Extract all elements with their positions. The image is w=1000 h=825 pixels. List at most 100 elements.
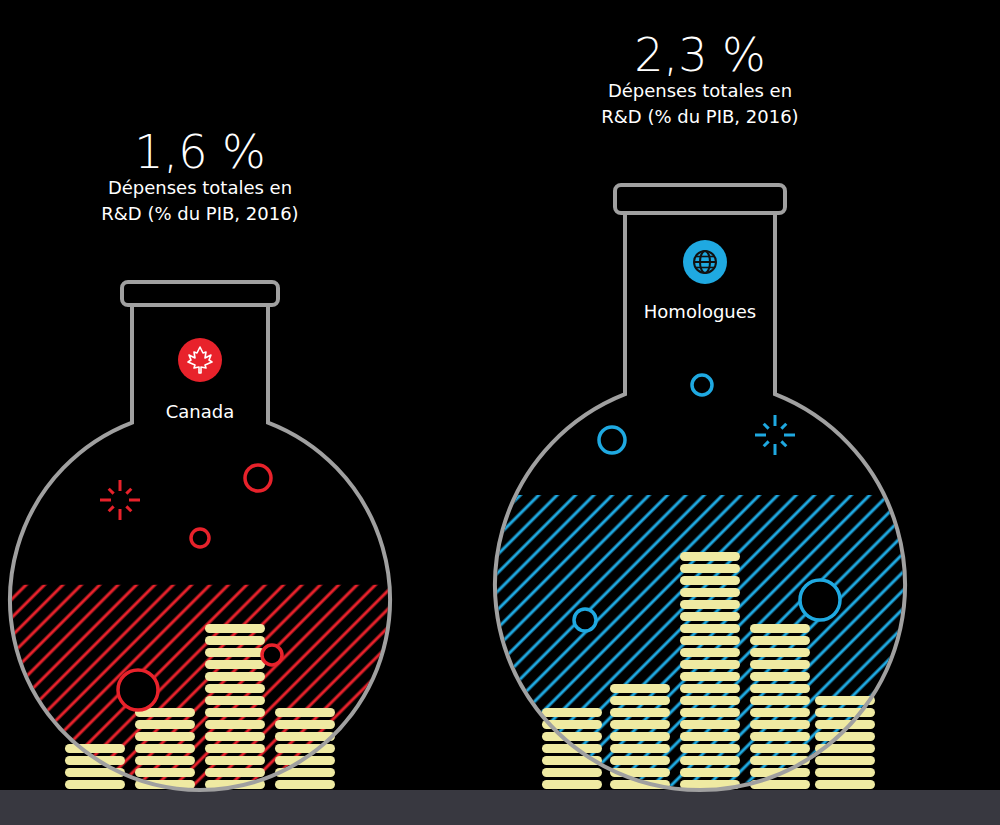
bubble xyxy=(800,580,840,620)
bubble xyxy=(245,465,271,491)
coin xyxy=(680,648,740,657)
subtitle: Dépenses totales enR&D (% du PIB, 2016) xyxy=(101,177,298,224)
coin xyxy=(610,756,670,765)
coin xyxy=(750,648,810,657)
bubble xyxy=(692,375,712,395)
liquid xyxy=(495,495,905,790)
coin xyxy=(65,780,125,789)
coin xyxy=(205,696,265,705)
icon xyxy=(178,338,222,382)
sparkle-ray xyxy=(784,434,795,437)
coin xyxy=(135,756,195,765)
coin xyxy=(680,624,740,633)
sparkle-ray xyxy=(109,489,114,494)
coins xyxy=(542,552,875,789)
sparkle-ray xyxy=(129,499,140,502)
globe-parallel xyxy=(696,267,715,269)
coin xyxy=(205,624,265,633)
coin xyxy=(542,768,602,777)
coin xyxy=(750,684,810,693)
coin xyxy=(610,732,670,741)
sparkle-ray xyxy=(126,506,131,511)
coin xyxy=(542,732,602,741)
coin xyxy=(205,756,265,765)
coin xyxy=(750,732,810,741)
plot-area xyxy=(10,585,390,790)
coin xyxy=(750,696,810,705)
coin xyxy=(750,744,810,753)
bubble xyxy=(118,670,158,710)
coin xyxy=(610,684,670,693)
bubble xyxy=(574,609,596,631)
bubble xyxy=(191,529,209,547)
coin xyxy=(750,672,810,681)
coin xyxy=(205,672,265,681)
globe-parallel xyxy=(696,256,715,258)
sparkle-ray xyxy=(119,480,122,491)
coin xyxy=(610,696,670,705)
coin xyxy=(680,576,740,585)
globe-outline xyxy=(694,251,716,273)
category-label: Canada xyxy=(166,401,235,422)
coin xyxy=(680,588,740,597)
sparkle xyxy=(755,415,795,455)
coin xyxy=(815,780,875,789)
coin xyxy=(680,636,740,645)
data-label: 2,3 % xyxy=(634,28,766,82)
coin xyxy=(680,768,740,777)
data-label: 1,6 % xyxy=(134,125,266,179)
category-label: Homologues xyxy=(644,301,756,322)
subtitle-line: Dépenses totales en xyxy=(608,80,792,101)
coin xyxy=(750,624,810,633)
coin xyxy=(680,708,740,717)
sparkle-ray xyxy=(764,441,769,446)
flask-outline xyxy=(495,213,905,790)
sparkle-ray xyxy=(781,441,786,446)
coin xyxy=(680,684,740,693)
coin xyxy=(680,600,740,609)
coin xyxy=(205,660,265,669)
coin xyxy=(542,780,602,789)
coin xyxy=(610,720,670,729)
icon xyxy=(683,240,727,284)
coin xyxy=(750,636,810,645)
flask-cap xyxy=(122,282,278,305)
coin xyxy=(205,720,265,729)
coin xyxy=(750,660,810,669)
coin xyxy=(680,696,740,705)
coin xyxy=(275,780,335,789)
coin xyxy=(542,708,602,717)
chart: Canada1,6 %Dépenses totales enR&D (% du … xyxy=(0,0,1000,825)
coin xyxy=(275,708,335,717)
coin xyxy=(815,732,875,741)
sparkle-ray xyxy=(781,424,786,429)
sparkle-ray xyxy=(774,415,777,426)
coin xyxy=(680,672,740,681)
coin xyxy=(815,756,875,765)
coin xyxy=(275,744,335,753)
coin xyxy=(205,684,265,693)
coin xyxy=(750,720,810,729)
coin xyxy=(275,720,335,729)
coin xyxy=(680,564,740,573)
ground xyxy=(0,790,1000,825)
coin xyxy=(815,768,875,777)
icon-disc xyxy=(178,338,222,382)
coin xyxy=(680,756,740,765)
globe-equator xyxy=(694,261,716,263)
flask-group: Canada 1,6 %Dépenses totales enR&D (% du … xyxy=(10,125,390,790)
subtitle-line: R&D (% du PIB, 2016) xyxy=(101,203,298,224)
coin xyxy=(205,648,265,657)
coin xyxy=(205,636,265,645)
flask-group: Homologues2,3 %Dépenses totales enR&D (%… xyxy=(495,28,905,790)
bubble xyxy=(599,427,625,453)
coin xyxy=(815,708,875,717)
coin xyxy=(680,744,740,753)
background xyxy=(0,0,1000,825)
coin xyxy=(135,744,195,753)
coin xyxy=(135,732,195,741)
sparkle-ray xyxy=(764,424,769,429)
coin xyxy=(680,612,740,621)
coin xyxy=(205,732,265,741)
coin xyxy=(680,732,740,741)
